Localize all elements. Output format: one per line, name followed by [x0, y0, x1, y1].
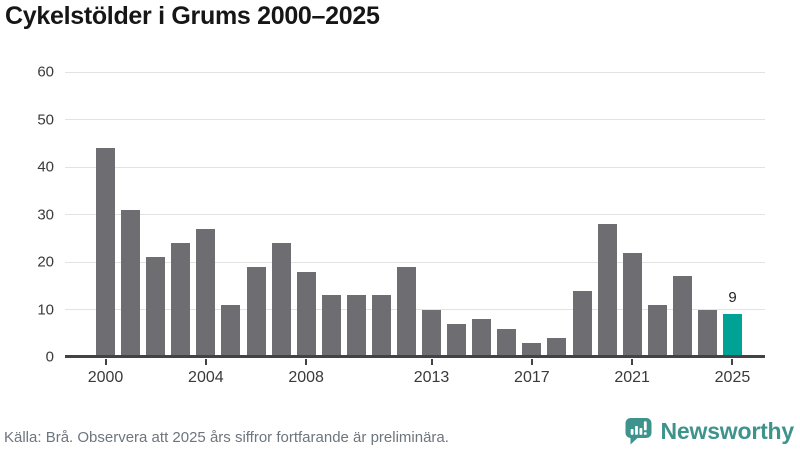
bar-cell-2023 — [670, 72, 695, 357]
x-axis-tick-label-2017: 2017 — [514, 369, 550, 386]
bar-2020 — [597, 224, 617, 357]
bar-2004 — [196, 228, 216, 357]
bar-2009 — [321, 295, 341, 357]
y-axis-tick-label-20: 20 — [37, 253, 54, 271]
bar-chart: 9 2000 2004 2008 2013 2017 2021 2025 0 10 20 30 40 5… — [37, 65, 765, 386]
bar-2005 — [221, 304, 241, 357]
bar-2007 — [271, 243, 291, 357]
bar-cell-2008 — [294, 72, 319, 357]
x-axis-tick-2004 — [204, 359, 207, 365]
y-axis-tick-label-30: 30 — [37, 206, 54, 223]
bar-2002 — [146, 257, 166, 357]
bar-2011 — [371, 295, 391, 357]
gridline-40 — [65, 166, 765, 168]
bar-2023 — [672, 276, 692, 357]
gridline-30 — [65, 214, 765, 215]
bar-cell-2024 — [695, 72, 720, 357]
bar-2021 — [622, 252, 642, 357]
x-axis-tick-label-2025: 2025 — [714, 369, 751, 386]
x-axis-tick-label-2004: 2004 — [188, 369, 224, 386]
bar-cell-2006 — [243, 72, 268, 357]
gridline-60 — [65, 71, 765, 73]
bar-cell-2003 — [168, 72, 193, 357]
gridline-20 — [65, 261, 765, 263]
bar-2015 — [472, 319, 492, 357]
bar-cell-2001 — [118, 72, 143, 357]
bar-cell-2005 — [218, 72, 243, 357]
x-axis-tick-label-2013: 2013 — [413, 369, 450, 386]
x-axis-tick-label-2021: 2021 — [614, 369, 650, 386]
x-axis-tick-2013 — [430, 359, 433, 365]
bar-cell-2018 — [544, 72, 569, 357]
newsworthy-wordmark: Newsworthy — [660, 417, 795, 444]
bar-cell-2004 — [193, 72, 218, 357]
y-axis-tick-label-50: 50 — [37, 111, 54, 128]
bar-value-label: 9 — [728, 289, 737, 307]
bar-cell-2007 — [269, 72, 294, 357]
bar-2001 — [121, 209, 141, 357]
bar-2003 — [171, 243, 191, 357]
bar-cell-2016 — [494, 72, 519, 357]
x-axis-tick-2025 — [731, 359, 734, 365]
bar-2014 — [447, 323, 467, 357]
x-axis-tick-2000 — [104, 359, 107, 365]
newsworthy-logo: Newsworthy — [623, 416, 794, 446]
bar-2024 — [697, 309, 717, 357]
bar-2019 — [572, 290, 592, 357]
bars-area: 9 2000 2004 2008 2013 2017 2021 2025 — [88, 72, 750, 386]
bar-cell-2002 — [143, 72, 168, 357]
bar-cell-2021 — [620, 72, 645, 357]
bar-2017 — [522, 342, 542, 357]
y-axis-tick-label-40: 40 — [37, 158, 54, 176]
bar-cell-2009 — [319, 72, 344, 357]
bar-2006 — [246, 266, 266, 357]
x-axis-tick-label-2008: 2008 — [288, 369, 324, 386]
x-axis-tick-2017 — [530, 359, 533, 365]
bar-cell-2019 — [569, 72, 594, 357]
bar-cell-2025: 9 — [720, 72, 745, 357]
bar-cell-2017 — [519, 72, 544, 357]
bar-2000 — [96, 148, 116, 357]
bar-cell-2012 — [394, 72, 419, 357]
source-note: Källa: Brå. Observera att 2025 års siffr… — [4, 429, 449, 446]
bar-2010 — [346, 295, 366, 357]
bar-cell-2013 — [419, 72, 444, 357]
x-axis-line — [65, 355, 765, 358]
gridline-50 — [65, 119, 765, 120]
bar-2022 — [647, 304, 667, 357]
x-axis-tick-2008 — [305, 359, 308, 365]
x-axis-tick-2021 — [631, 359, 634, 365]
bar-cell-2000 — [93, 72, 118, 357]
chart-title: Cykelstölder i Grums 2000–2025 — [5, 2, 380, 30]
bar-2016 — [497, 328, 517, 357]
y-axis-tick-label-10: 10 — [37, 301, 54, 318]
bar-cell-2020 — [595, 72, 620, 357]
bar-cell-2014 — [444, 72, 469, 357]
bar-2025 — [722, 314, 742, 357]
bar-2013 — [422, 309, 442, 357]
y-axis-tick-label-60: 60 — [37, 63, 54, 81]
y-axis-tick-label-0: 0 — [45, 348, 54, 366]
newsworthy-speech-bubble-icon — [625, 418, 652, 445]
bar-cell-2022 — [645, 72, 670, 357]
bar-cell-2011 — [369, 72, 394, 357]
bar-2018 — [547, 338, 567, 357]
bar-2012 — [396, 266, 416, 357]
bar-cell-2010 — [344, 72, 369, 357]
bar-2008 — [296, 271, 316, 357]
x-axis-tick-label-2000: 2000 — [87, 369, 124, 386]
bar-cell-2015 — [469, 72, 494, 357]
